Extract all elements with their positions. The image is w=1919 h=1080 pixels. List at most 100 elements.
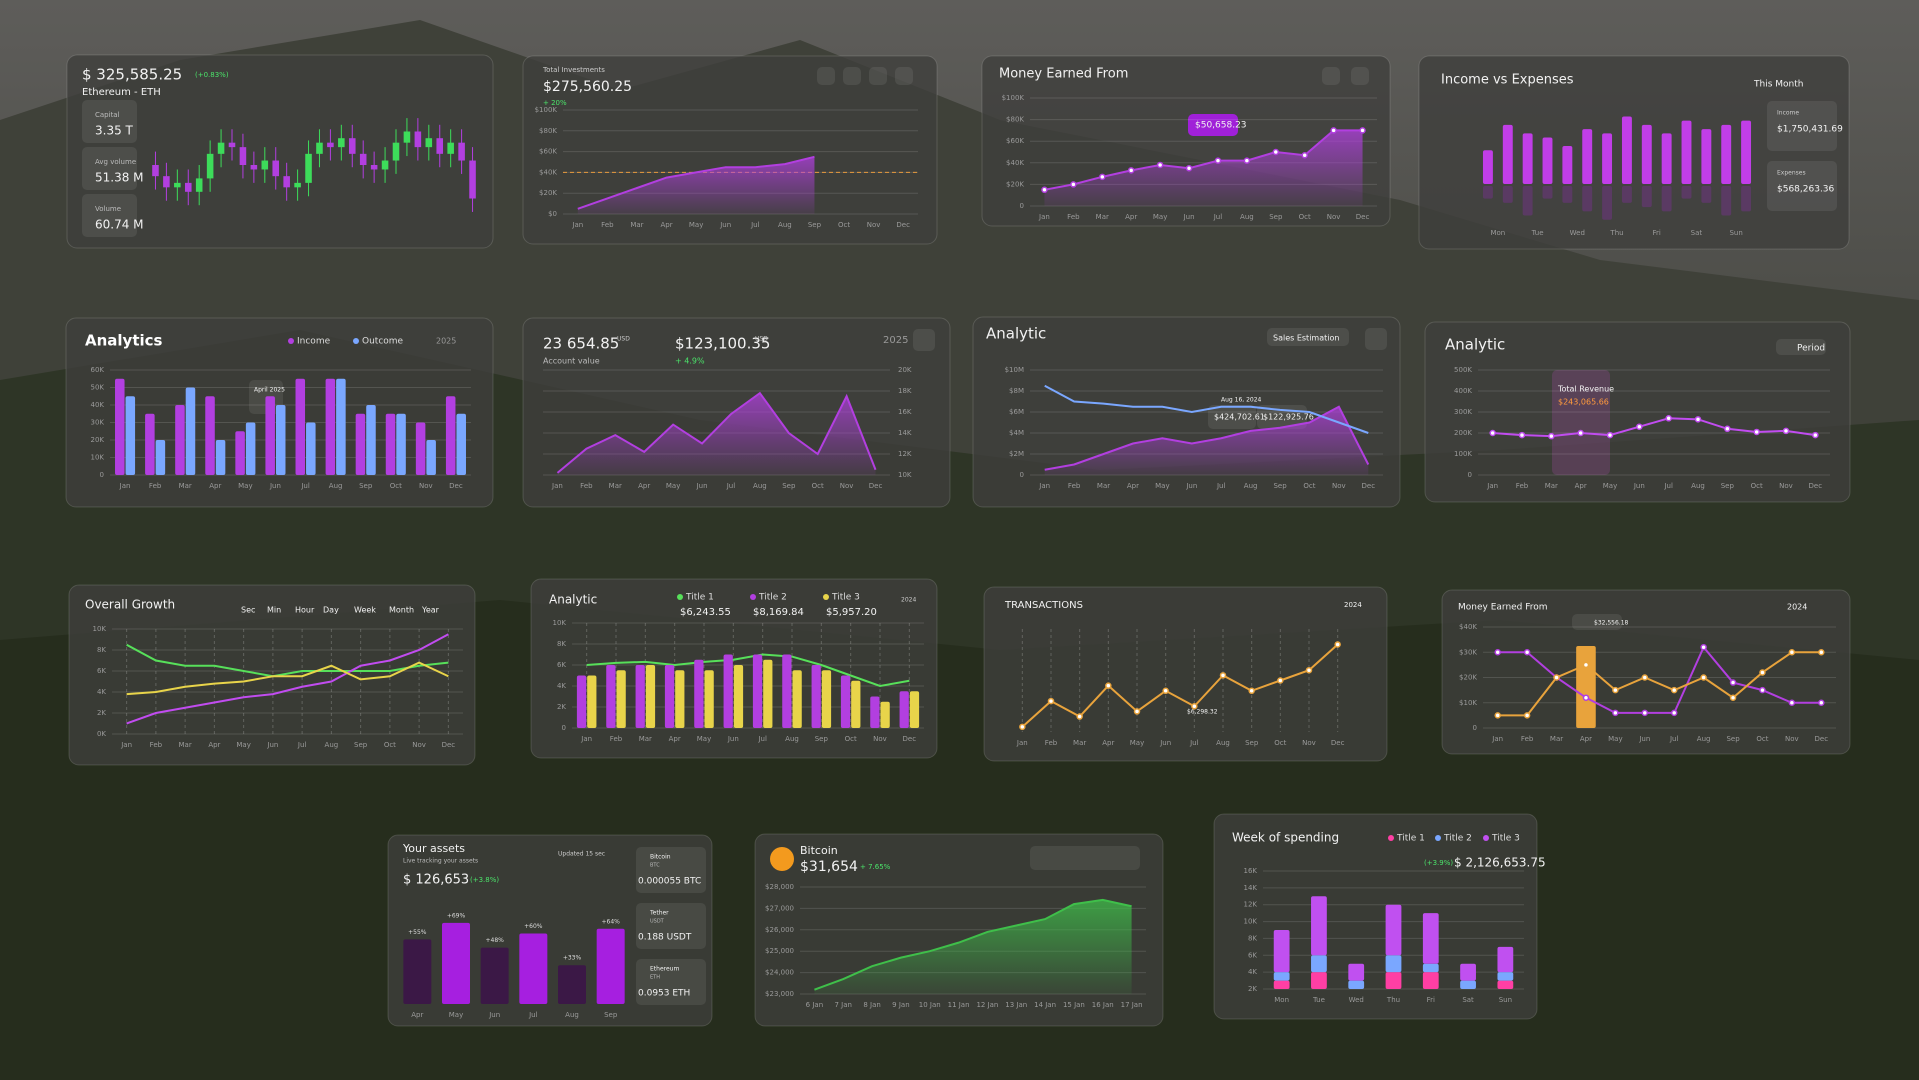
bar [205,396,215,475]
x-tick-label: Apr [411,1011,423,1019]
bar [558,965,586,1004]
label: Sales Estimation [1273,334,1339,343]
label: 0.0953 ETH [638,989,690,999]
y-tick-label: $20K [539,189,557,197]
x-tick-label: Jul [300,482,310,490]
card [636,847,706,893]
x-tick-label: Jan [1491,735,1503,743]
y-tick-label: 200K [1454,429,1472,437]
label: Analytic [1445,336,1505,354]
bar [1502,186,1513,203]
label: Bitcoin [800,844,838,857]
y-tick-label: 8K [1248,934,1257,942]
x-tick-label: Oct [812,482,824,490]
x-tick-label: Nov [419,482,433,490]
y-tick-label: $40K [1006,159,1024,167]
bar [1422,963,1439,973]
x-tick-label: May [689,221,703,229]
bar [1741,120,1752,184]
legend-label: Title 3 [831,593,860,603]
y-tick-label: 8K [557,640,566,648]
y-tick-label: 18K [898,387,912,395]
x-tick-label: Sep [1245,739,1259,747]
x-tick-label: Sep [1721,482,1735,490]
card [82,147,137,190]
x-tick-label: Oct [1751,482,1763,490]
candle-body [294,182,301,188]
line [126,643,449,678]
y-tick-label: 60K [91,366,105,374]
label: Total Investments [542,66,605,74]
x-tick-label: Jul [1669,735,1679,743]
x-tick-label: Sep [359,482,373,490]
bar [1721,124,1732,184]
x-tick-label: Sep [815,735,829,743]
label: Sec [241,606,255,615]
bar [1311,955,1327,973]
point [1782,427,1790,435]
x-tick-label: Jan [1038,482,1050,490]
bar [325,378,336,475]
bar [870,696,880,728]
x-tick-label: Mar [179,482,192,490]
bar [723,654,733,728]
bar [616,670,626,728]
label: 2024 [901,597,916,604]
card [1572,614,1622,630]
label: $568,263.36 [1777,185,1835,195]
line [1044,405,1370,471]
card [1365,328,1387,350]
label: ETH [650,975,660,981]
label: $ 2,126,653.75 [1454,856,1546,870]
bar [596,928,625,1004]
y-tick-label: $2M [1009,450,1024,458]
x-tick-label: Jan [119,482,131,490]
candle-body [152,165,159,177]
point [1729,694,1737,701]
y-tick-label: 14K [898,429,912,437]
bar [1701,129,1712,184]
legend-label: Title 1 [685,593,714,603]
x-tick-label: Jan [571,221,583,229]
bar [576,675,587,728]
x-tick-label: Dec [1362,482,1376,490]
bar [1385,972,1402,989]
x-tick-label: Nov [1327,213,1341,221]
card [1767,161,1837,211]
y-tick-label: 40K [91,401,105,409]
y-tick-label: $28,000 [765,883,794,891]
value-label: +33% [563,955,582,962]
x-tick-label: Mar [1096,213,1109,221]
bar [1582,129,1593,184]
x-tick-label: 8 Jan [863,1001,880,1009]
y-tick-label: 100K [1454,450,1472,458]
point [1582,694,1590,701]
bar [1482,150,1493,184]
label: 0.000055 BTC [638,877,701,887]
bar [403,939,432,1004]
bar [480,947,509,1004]
point [1818,699,1825,706]
point [1641,709,1649,717]
label: Updated 15 sec [558,851,605,858]
legend-label: Title 3 [1491,834,1520,844]
point [1041,186,1048,194]
x-tick-label: Jun [488,1011,500,1019]
bar [1273,972,1290,981]
legend-swatch [288,338,294,344]
bar [1497,946,1514,973]
label: $8,169.84 [753,607,804,618]
x-tick-label: Nov [873,735,887,743]
x-tick-label: Oct [384,741,396,749]
bar [1348,963,1365,981]
point [1759,686,1766,694]
bar [1522,133,1533,184]
bar [355,413,366,475]
x-tick-label: May [1608,735,1622,743]
label: Overall Growth [85,598,175,612]
label: $243,065.66 [1558,398,1609,407]
candle-body [348,138,356,154]
label: Week of spending [1232,831,1339,845]
legend-swatch [1483,835,1489,841]
point [1334,641,1341,648]
